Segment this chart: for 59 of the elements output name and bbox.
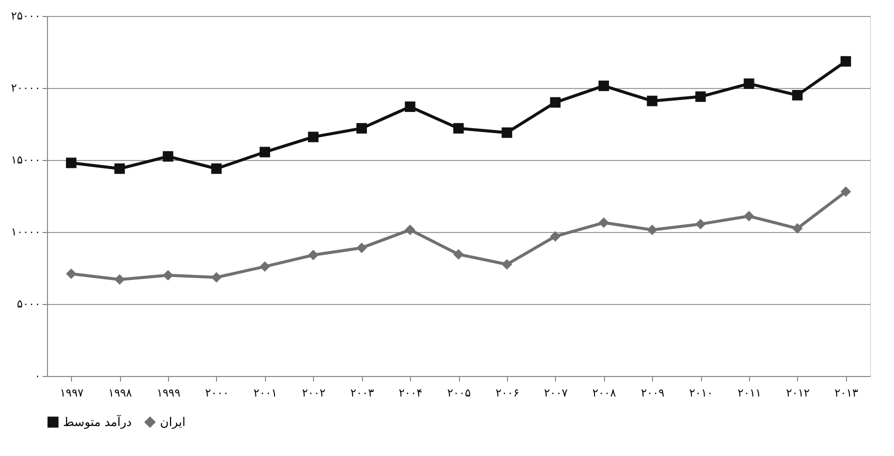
point: [66, 268, 76, 280]
point: [162, 151, 174, 162]
point: [211, 163, 222, 174]
legend-label: درآمد متوسط: [63, 414, 132, 430]
x-tick-label: ۲۰۰۸: [592, 386, 616, 400]
point: [308, 132, 319, 142]
point: [502, 259, 512, 270]
point: [356, 242, 367, 254]
point: [550, 97, 561, 108]
point: [211, 272, 222, 283]
x-tick-label: ۲۰۰۹: [640, 386, 665, 400]
x-tick-label: ۲۰۰۷: [544, 386, 568, 400]
x-tick-label: ۲۰۱۳: [834, 386, 858, 400]
x-tick-label: ۲۰۰۰: [205, 386, 229, 400]
point: [162, 270, 174, 280]
y-tick-label: ۱۵۰۰۰: [10, 154, 40, 166]
point: [744, 78, 754, 89]
x-tick-label: ۱۹۹۹: [156, 386, 180, 400]
y-tick-label: ۲۵۰۰۰: [10, 10, 40, 22]
y-tick-label: ۲۰۰۰۰: [10, 82, 40, 94]
point: [404, 101, 416, 112]
point: [695, 218, 706, 230]
y-tick-label: ۵۰۰۰: [16, 298, 40, 310]
x-tick-label: ۲۰۱۱: [738, 386, 762, 400]
point: [502, 127, 512, 138]
point: [404, 224, 416, 236]
x-tick-label: ۲۰۰۳: [350, 386, 374, 400]
point: [598, 217, 609, 228]
point: [308, 250, 319, 260]
y-tick-label: ۱۰۰۰۰: [10, 226, 40, 238]
x-tick-label: ۲۰۰۱: [254, 386, 278, 400]
point: [453, 249, 464, 260]
x-tick-label: ۲۰۱۲: [786, 386, 810, 400]
x-tick-label: ۱۹۹۷: [60, 386, 84, 400]
legend-label: ایران: [160, 415, 186, 430]
x-tick-label: ۲۰۱۰: [689, 386, 713, 400]
point: [646, 224, 658, 236]
point: [260, 146, 270, 158]
point: [66, 158, 76, 168]
point: [453, 123, 464, 134]
x-tick-label: ۲۰۰۴: [398, 386, 422, 400]
point: [550, 231, 561, 242]
x-tick-label: ۱۹۹۸: [108, 386, 132, 400]
x-tick-label: ۲۰۰۵: [447, 386, 471, 400]
point: [114, 274, 125, 285]
point: [356, 123, 367, 134]
point: [114, 163, 125, 174]
x-tick-label: ۲۰۰۲: [302, 386, 326, 400]
point: [840, 186, 852, 197]
point: [260, 261, 270, 272]
point: [646, 96, 658, 106]
point: [792, 90, 803, 100]
point: [792, 223, 803, 234]
point: [695, 91, 706, 102]
point: [744, 210, 754, 222]
point: [840, 56, 852, 67]
point: [598, 80, 609, 92]
y-tick-label: ۰: [34, 370, 40, 382]
x-tick-label: ۲۰۰۶: [496, 386, 520, 400]
